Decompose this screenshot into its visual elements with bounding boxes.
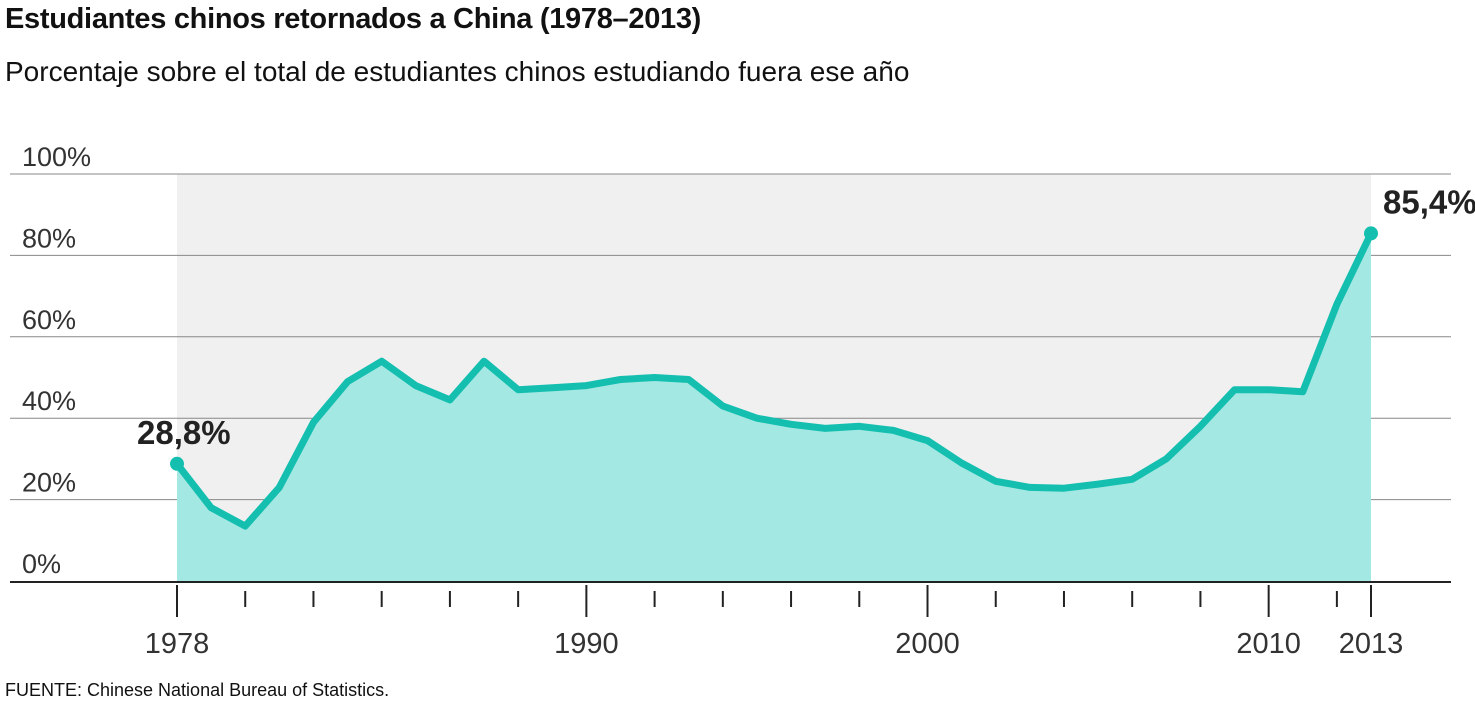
x-tick-labels: 1978 1990 2000 2010 2013 xyxy=(145,628,1404,660)
source-note: FUENTE: Chinese National Bureau of Stati… xyxy=(5,680,390,700)
end-point-marker xyxy=(170,456,184,471)
x-tick-label: 2000 xyxy=(895,628,960,660)
x-tick-label: 2010 xyxy=(1236,628,1301,660)
x-tick-label: 2013 xyxy=(1339,628,1404,660)
y-tick-label: 60% xyxy=(22,305,76,335)
y-tick-label: 100% xyxy=(22,142,91,172)
y-tick-label: 40% xyxy=(22,386,76,416)
end-point-label: 85,4% xyxy=(1383,183,1475,220)
end-point-label: 28,8% xyxy=(137,414,231,451)
end-point-labels: 28,8% 85,4% xyxy=(137,183,1475,450)
x-tick-label: 1978 xyxy=(145,628,210,660)
y-tick-label: 20% xyxy=(22,468,76,498)
y-tick-labels: 0% 20% 40% 60% 80% 100% xyxy=(22,142,91,579)
end-point-markers xyxy=(170,226,1378,471)
y-tick-label: 0% xyxy=(22,549,61,579)
y-tick-label: 80% xyxy=(22,223,76,253)
chart-subtitle: Porcentaje sobre el total de estudiantes… xyxy=(5,56,910,87)
series-area xyxy=(177,233,1371,581)
x-tick-label: 1990 xyxy=(554,628,619,660)
chart-title: Estudiantes chinos retornados a China (1… xyxy=(5,3,702,35)
end-point-marker xyxy=(1364,226,1378,241)
x-tick-marks xyxy=(176,585,1372,617)
series-line xyxy=(173,229,1375,530)
